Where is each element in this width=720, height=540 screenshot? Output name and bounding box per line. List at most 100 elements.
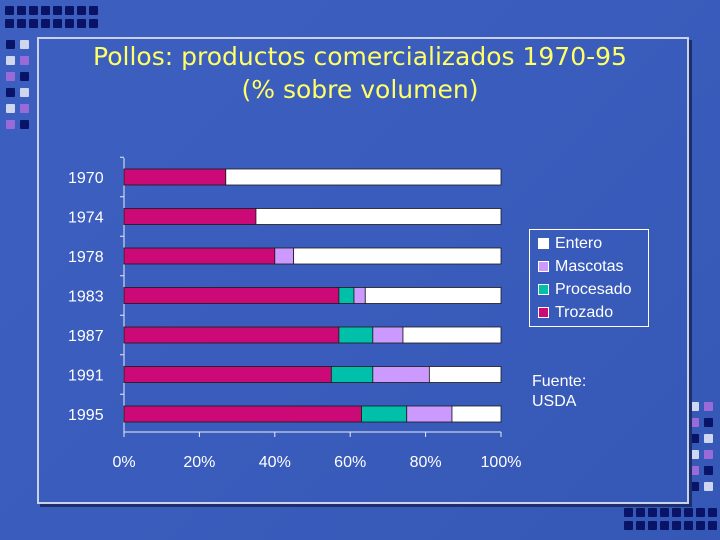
bar-segment-trozado (123, 247, 276, 265)
bar-segment-trozado (123, 168, 227, 186)
deco-square (53, 19, 62, 28)
bar-segment-mascotas (274, 247, 295, 265)
deco-square (20, 72, 29, 81)
deco-square (684, 521, 693, 530)
bar-segment-trozado (123, 405, 362, 423)
deco-square (20, 104, 29, 113)
bar-segment-procesado (361, 405, 408, 423)
title-line-1: Pollos: productos comercializados 1970-9… (93, 42, 627, 71)
deco-square (624, 508, 633, 517)
y-tick-label: 1995 (68, 407, 104, 424)
deco-square (20, 120, 29, 129)
x-tick-label: 100% (481, 454, 522, 471)
bar-segment-trozado (123, 208, 257, 225)
deco-square (77, 19, 86, 28)
legend-item-trozado: Trozado (538, 301, 648, 324)
deco-square (77, 6, 86, 15)
deco-square (5, 19, 14, 28)
deco-square (624, 521, 633, 530)
deco-square (696, 521, 705, 530)
y-tick-label: 1970 (68, 170, 104, 187)
deco-square (704, 466, 713, 475)
bar-segment-procesado (338, 326, 374, 344)
deco-square (5, 6, 14, 15)
deco-square (704, 482, 713, 491)
chart-legend: Entero Mascotas Procesado Trozado (529, 229, 649, 327)
x-tick-label: 60% (334, 454, 366, 471)
deco-square (704, 418, 713, 427)
y-tick-label: 1978 (68, 249, 104, 266)
deco-square (684, 508, 693, 517)
bar-segment-mascotas (406, 405, 453, 423)
deco-square (672, 521, 681, 530)
legend-item-procesado: Procesado (538, 278, 648, 301)
chart-title: Pollos: productos comercializados 1970-9… (0, 40, 720, 106)
x-tick-label: 80% (410, 454, 442, 471)
deco-square (672, 508, 681, 517)
deco-square (89, 19, 98, 28)
title-line-2: (% sobre volumen) (241, 75, 479, 104)
deco-square (17, 6, 26, 15)
deco-square (17, 19, 26, 28)
deco-square (29, 6, 38, 15)
legend-label-procesado: Procesado (555, 280, 632, 298)
legend-swatch-procesado (538, 284, 549, 295)
deco-square (6, 40, 15, 49)
bar-segment-trozado (123, 287, 340, 304)
bar-segment-trozado (123, 326, 340, 344)
deco-square (20, 88, 29, 97)
deco-square (708, 508, 717, 517)
bar-segment-procesado (338, 287, 355, 304)
legend-swatch-trozado (538, 307, 549, 318)
deco-square (704, 450, 713, 459)
deco-square (636, 521, 645, 530)
deco-square (690, 466, 699, 475)
x-tick-label: 20% (183, 454, 215, 471)
deco-square (89, 6, 98, 15)
deco-square (696, 508, 705, 517)
bar-segment-mascotas (372, 366, 430, 383)
bar-segment-entero (364, 287, 502, 304)
bar-segment-entero (451, 405, 502, 423)
deco-square (6, 120, 15, 129)
bar-segment-entero (402, 326, 502, 344)
bar-segment-trozado (123, 366, 332, 383)
deco-square (648, 521, 657, 530)
deco-square (6, 104, 15, 113)
y-tick-label: 1991 (68, 368, 104, 385)
deco-square (65, 6, 74, 15)
deco-square (20, 40, 29, 49)
bar-segment-entero (255, 208, 502, 225)
slide-panel (37, 37, 689, 504)
deco-square (690, 434, 699, 443)
bar-segment-entero (293, 247, 502, 265)
deco-square (690, 402, 699, 411)
y-tick-label: 1983 (68, 289, 104, 306)
deco-square (65, 19, 74, 28)
deco-square (41, 19, 50, 28)
deco-square (660, 508, 669, 517)
x-tick-label: 0% (112, 454, 135, 471)
bar-segment-mascotas (372, 326, 404, 344)
bar-segment-entero (428, 366, 502, 383)
bar-segment-entero (225, 168, 502, 186)
x-tick-label: 40% (259, 454, 291, 471)
legend-label-entero: Entero (555, 234, 603, 252)
bar-segment-mascotas (353, 287, 366, 304)
legend-item-entero: Entero (538, 232, 648, 255)
deco-square (6, 88, 15, 97)
y-tick-label: 1987 (68, 328, 104, 345)
bar-segment-procesado (330, 366, 374, 383)
deco-square (29, 19, 38, 28)
source-label: Fuente: (532, 373, 587, 390)
deco-square (704, 434, 713, 443)
legend-swatch-entero (538, 238, 549, 249)
deco-square (704, 402, 713, 411)
legend-label-trozado: Trozado (555, 303, 614, 321)
source-note: Fuente: USDA (532, 372, 586, 412)
source-value: USDA (532, 393, 577, 410)
deco-square (41, 6, 50, 15)
legend-swatch-mascotas (538, 261, 549, 272)
y-tick-label: 1974 (68, 210, 104, 227)
